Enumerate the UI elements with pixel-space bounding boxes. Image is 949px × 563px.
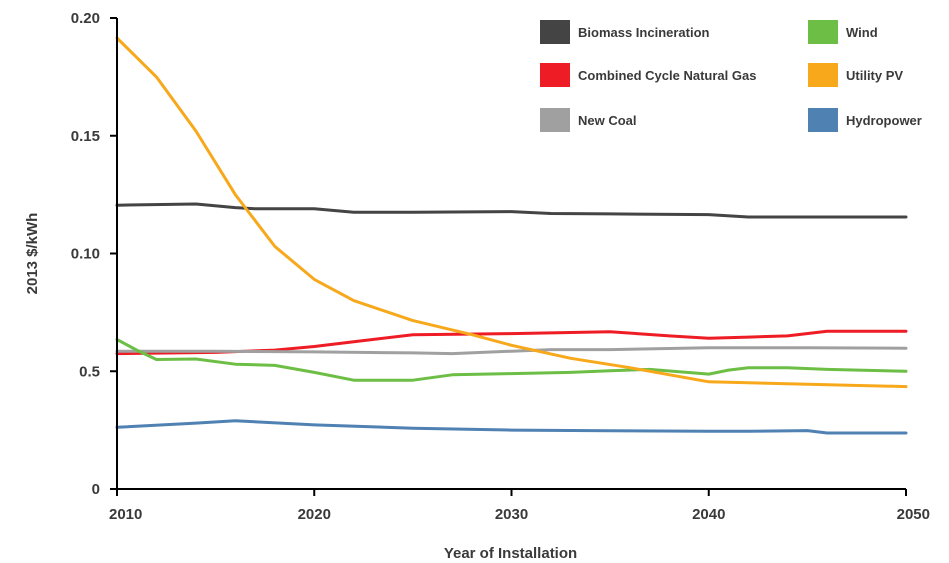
ticks: 0 0.5 0.10 0.15 0.20 2010 2020 2030 2040 2050 (71, 10, 930, 523)
x-tick-label: 2020 (298, 506, 331, 523)
axes (116, 18, 906, 490)
legend-swatch-new-coal (540, 108, 570, 132)
legend-swatch-utility-pv (808, 63, 838, 87)
series-line-hydropower (115, 419, 908, 435)
x-tick-label: 2040 (692, 506, 725, 523)
series-line-combined-cycle-natural-gas (115, 329, 908, 356)
y-tick-label: 0.5 (79, 363, 100, 380)
y-tick-label: 0.20 (71, 10, 100, 27)
series-layer (115, 36, 908, 435)
x-tick-label: 2030 (495, 506, 528, 523)
legend-swatch-biomass-incineration (540, 20, 570, 44)
legend-label-hydropower: Hydropower (846, 113, 922, 128)
series-line-utility-pv (115, 36, 908, 389)
legend-swatch-combined-cycle-natural-gas (540, 63, 570, 87)
y-tick-label: 0 (92, 481, 100, 498)
legend-label-new-coal: New Coal (578, 113, 637, 128)
y-axis-title: 2013 $/kWh (24, 213, 41, 295)
legend-label-wind: Wind (846, 25, 878, 40)
x-tick-label: 2050 (897, 506, 930, 523)
legend: Biomass Incineration Combined Cycle Natur… (540, 20, 922, 132)
series-line-new-coal (115, 346, 908, 356)
legend-label-biomass-incineration: Biomass Incineration (578, 25, 710, 40)
series-line-wind (115, 338, 908, 382)
y-tick-label: 0.10 (71, 246, 100, 263)
x-axis-title: Year of Installation (444, 545, 577, 562)
legend-swatch-wind (808, 20, 838, 44)
legend-swatch-hydropower (808, 108, 838, 132)
series-line-biomass-incineration (115, 202, 908, 219)
legend-label-utility-pv: Utility PV (846, 68, 903, 83)
legend-label-combined-cycle-natural-gas: Combined Cycle Natural Gas (578, 68, 756, 83)
x-tick-label: 2010 (109, 506, 142, 523)
y-tick-label: 0.15 (71, 128, 100, 145)
